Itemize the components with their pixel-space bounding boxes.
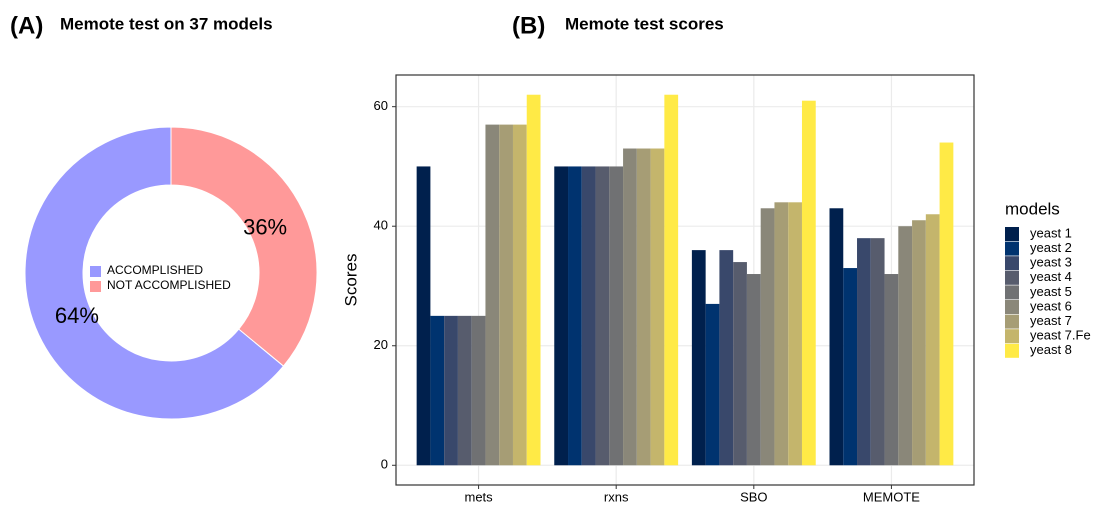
bar	[912, 220, 926, 466]
bar	[746, 274, 761, 466]
bar	[801, 100, 816, 466]
bar	[788, 202, 802, 466]
legend-label: yeast 6	[1030, 298, 1072, 313]
plot-border	[395, 74, 975, 486]
chart-title: Memote test on 37 models	[60, 14, 273, 33]
legend-label: yeast 4	[1030, 269, 1072, 284]
bar	[939, 142, 954, 466]
y-tick-label: 20	[374, 337, 388, 352]
bar	[719, 250, 734, 466]
x-tick-label: SBO	[740, 489, 767, 504]
legend-label: yeast 1	[1030, 225, 1072, 240]
bar	[457, 315, 472, 466]
bar	[691, 250, 706, 466]
bar	[444, 315, 458, 466]
legend-label: ACCOMPLISHED	[107, 263, 203, 277]
bar	[636, 148, 651, 466]
bar	[430, 315, 445, 466]
bar	[416, 166, 431, 466]
chart-title: Memote test scores	[565, 14, 724, 33]
legend-label: yeast 7	[1030, 313, 1072, 328]
bar	[925, 214, 940, 466]
legend-swatch	[1005, 329, 1019, 344]
bar	[526, 94, 541, 466]
panel-label: (A)	[10, 12, 43, 39]
bar	[705, 303, 720, 466]
panel-label: (B)	[512, 12, 545, 39]
y-tick-label: 60	[374, 98, 388, 113]
bar	[829, 208, 844, 466]
legend-swatch	[1005, 227, 1019, 241]
legend-swatch	[1005, 314, 1019, 329]
y-tick-label: 40	[374, 218, 388, 233]
bar	[884, 274, 899, 466]
legend-label: NOT ACCOMPLISHED	[107, 278, 231, 292]
legend-swatch	[90, 266, 101, 277]
bar	[485, 124, 500, 466]
legend-swatch	[1005, 241, 1019, 256]
legend-label: yeast 8	[1030, 342, 1072, 357]
x-tick-label: MEMOTE	[863, 489, 920, 504]
bar	[733, 262, 747, 466]
legend-swatch	[1005, 270, 1019, 285]
slice-label: 64%	[55, 303, 99, 328]
x-tick-label: mets	[464, 489, 493, 504]
slice-label: 36%	[243, 215, 287, 240]
bar	[650, 148, 665, 466]
x-tick-label: rxns	[604, 489, 629, 504]
bar	[471, 315, 486, 466]
bar	[898, 226, 913, 466]
legend-label: yeast 5	[1030, 284, 1072, 299]
bar	[664, 94, 679, 466]
bar	[595, 166, 610, 466]
bar	[623, 148, 637, 466]
legend-swatch	[90, 281, 101, 292]
donut-slice	[24, 126, 285, 420]
bar	[568, 166, 582, 466]
bar	[870, 238, 885, 466]
legend-swatch	[1005, 256, 1019, 271]
y-tick-label: 0	[381, 457, 388, 472]
legend-label: yeast 7.Fe	[1030, 328, 1091, 343]
donut-slice	[170, 126, 318, 367]
bar	[774, 202, 789, 466]
bar	[843, 268, 858, 466]
bar	[857, 238, 871, 466]
bar	[512, 124, 527, 466]
legend-swatch	[1005, 300, 1019, 314]
legend-swatch	[1005, 285, 1019, 300]
bar	[499, 124, 513, 466]
legend-title: models	[1005, 199, 1060, 218]
legend-label: yeast 3	[1030, 255, 1072, 270]
bar	[554, 166, 569, 466]
y-axis-label: Scores	[341, 254, 360, 307]
bar	[581, 166, 596, 466]
bar	[609, 166, 624, 466]
legend-swatch	[1005, 343, 1019, 358]
bar	[760, 208, 775, 466]
legend-label: yeast 2	[1030, 240, 1072, 255]
